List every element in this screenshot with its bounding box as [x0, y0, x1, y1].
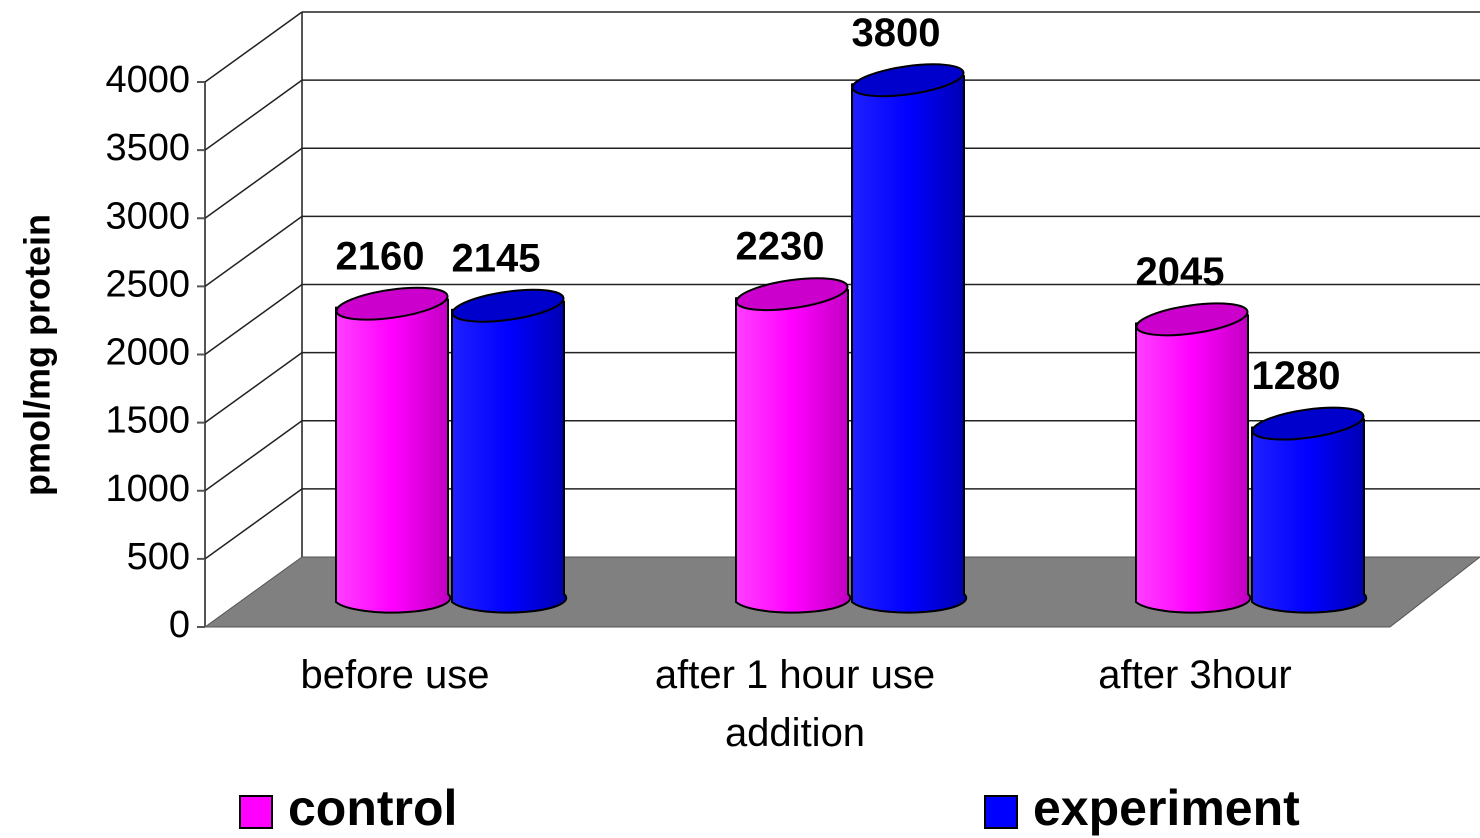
cylinder-top [851, 63, 965, 98]
cylinder [1251, 418, 1368, 614]
cylinder-top [1251, 406, 1365, 441]
legend-label: experiment [1033, 780, 1300, 836]
cylinder-top [1135, 302, 1249, 337]
cylinder [735, 289, 852, 614]
cylinder-top [335, 286, 449, 321]
value-label: 2230 [736, 225, 825, 269]
y-tick-label: 3500 [105, 127, 190, 169]
grid-line [204, 488, 303, 560]
grid-line [204, 420, 303, 492]
y-tick-label: 500 [127, 536, 190, 578]
value-label: 1280 [1252, 354, 1341, 398]
cylinder [451, 300, 568, 614]
x-tick-label: after 3hour [1098, 653, 1292, 697]
y-tick-label: 1000 [105, 468, 190, 510]
grid-line [204, 147, 303, 219]
y-tick-label: 1500 [105, 400, 190, 442]
legend-swatch [239, 795, 273, 829]
cylinder [335, 298, 452, 614]
value-label: 3800 [852, 11, 941, 55]
x-tick-label: before use [300, 653, 490, 697]
y-tick-label: 2500 [105, 263, 190, 305]
y-tick-label: 0 [169, 604, 190, 646]
grid-line [204, 79, 303, 151]
legend-label: control [288, 780, 457, 836]
legend-swatch [984, 795, 1018, 829]
grid-line [204, 215, 303, 287]
y-tick-label: 3000 [105, 195, 190, 237]
y-tick-label: 2000 [105, 332, 190, 374]
cylinder-top [735, 277, 849, 312]
value-label: 2045 [1136, 250, 1225, 294]
x-tick-label: after 1 hour use addition [654, 653, 936, 755]
value-label: 2145 [452, 236, 541, 280]
y-tick-label: 4000 [105, 59, 190, 101]
cylinder [851, 75, 968, 614]
cylinder-top [451, 288, 565, 323]
value-label: 2160 [336, 234, 425, 278]
grid-line [204, 283, 303, 356]
grid-line [204, 11, 303, 83]
y-axis-label: pmol/mg protein [17, 214, 58, 496]
grid-line [204, 352, 303, 424]
cylinder [1135, 314, 1252, 614]
